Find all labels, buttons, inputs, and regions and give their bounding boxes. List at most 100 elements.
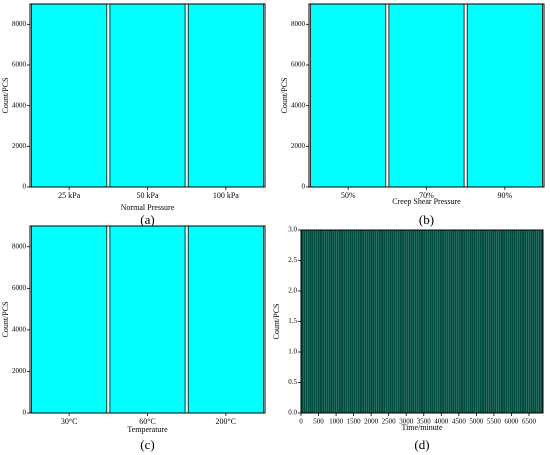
chart-panel-d: 0 500 1000 1500 2000 2500 3000 3500 4000 4500 5000… <box>272 226 544 452</box>
bar <box>31 3 108 188</box>
x-tick-label: 500 <box>313 418 324 426</box>
bar <box>515 230 518 413</box>
bar <box>310 3 387 188</box>
y-tick-label: 6000 <box>12 284 27 292</box>
bar <box>458 230 461 413</box>
bar <box>305 230 308 413</box>
bar <box>397 230 400 413</box>
x-tick-label: 5000 <box>469 418 484 426</box>
bar <box>479 230 482 413</box>
y-tick-label: 0 <box>23 409 27 417</box>
bar <box>187 225 264 414</box>
x-tick-label: 30°C <box>61 417 78 426</box>
bar <box>433 230 436 413</box>
x-tick-label: 50% <box>341 191 356 200</box>
bar <box>309 230 312 413</box>
bar <box>482 230 485 413</box>
bar <box>507 230 510 413</box>
y-tick-label: 1.0 <box>288 348 297 356</box>
bar <box>466 3 543 188</box>
x-tick-label: 1000 <box>329 418 344 426</box>
bar <box>341 230 344 413</box>
bar <box>452 230 455 413</box>
bar <box>355 230 358 413</box>
bar <box>389 230 392 413</box>
y-tick-label: 3.0 <box>288 226 297 234</box>
bar <box>362 230 365 413</box>
bar <box>437 230 440 413</box>
panel-label: (d) <box>414 437 429 452</box>
bar <box>311 230 314 413</box>
bar <box>412 230 415 413</box>
bar <box>381 230 384 413</box>
bar <box>526 230 529 413</box>
panel-label: (c) <box>140 437 154 452</box>
y-tick-label: 0.0 <box>288 409 297 417</box>
y-tick-label: 4000 <box>291 101 306 109</box>
bar <box>378 230 381 413</box>
bar <box>538 230 541 413</box>
bar <box>448 230 451 413</box>
bar <box>410 230 413 413</box>
y-tick-label: 8000 <box>12 242 27 250</box>
x-tick-label: 4500 <box>452 418 467 426</box>
bar <box>406 230 409 413</box>
x-tick-label: 6500 <box>522 418 537 426</box>
x-tick-label: 50 kPa <box>137 191 159 200</box>
bar <box>469 230 472 413</box>
bar <box>324 230 327 413</box>
bar <box>383 230 386 413</box>
y-tick-label: 8000 <box>12 20 27 28</box>
bar <box>423 230 426 413</box>
bar <box>519 230 522 413</box>
bar <box>347 230 350 413</box>
bar <box>387 230 390 413</box>
bar <box>460 230 463 413</box>
plot-frame <box>29 225 266 414</box>
chart-panel-c: 30°C 60°C 200°C 0 2000 4000 6000 8000 Temperatur… <box>1 225 266 452</box>
x-tick-label: 100 kPa <box>213 191 239 200</box>
x-tick-label: 5500 <box>487 418 502 426</box>
plot-frame <box>300 229 544 414</box>
bar <box>326 230 329 413</box>
bar <box>484 230 487 413</box>
bar <box>315 230 318 413</box>
bar <box>404 230 407 413</box>
y-tick-label: 4000 <box>12 101 27 109</box>
bar <box>496 230 499 413</box>
y-tick-label: 2000 <box>12 142 27 150</box>
y-tick-label: 8000 <box>291 20 306 28</box>
bar <box>399 230 402 413</box>
x-axis-label: Creep Shear Pressure <box>392 197 461 206</box>
bar <box>500 230 503 413</box>
bar <box>473 230 476 413</box>
bar <box>486 230 489 413</box>
bar <box>490 230 493 413</box>
bar <box>322 230 325 413</box>
bar <box>528 230 531 413</box>
y-tick-label: 0 <box>302 183 306 191</box>
x-axis-label: Time/minute <box>401 423 442 432</box>
bar <box>435 230 438 413</box>
y-tick-label: 6000 <box>12 61 27 69</box>
bar <box>364 230 367 413</box>
x-tick-label: 60°C <box>139 417 156 426</box>
bar <box>505 230 508 413</box>
bar <box>532 230 535 413</box>
bar <box>477 230 480 413</box>
y-axis-label: Count/PCS <box>1 301 10 337</box>
bar <box>427 230 430 413</box>
bar <box>109 3 186 188</box>
bar <box>317 230 320 413</box>
bar <box>303 230 306 413</box>
bar <box>109 225 186 414</box>
x-tick-label: 2000 <box>364 418 379 426</box>
y-axis-label: Count/PCS <box>1 77 10 113</box>
bar <box>187 3 264 188</box>
bar <box>319 230 322 413</box>
bar <box>357 230 360 413</box>
bar <box>416 230 419 413</box>
bar <box>391 230 394 413</box>
bar <box>31 225 108 414</box>
